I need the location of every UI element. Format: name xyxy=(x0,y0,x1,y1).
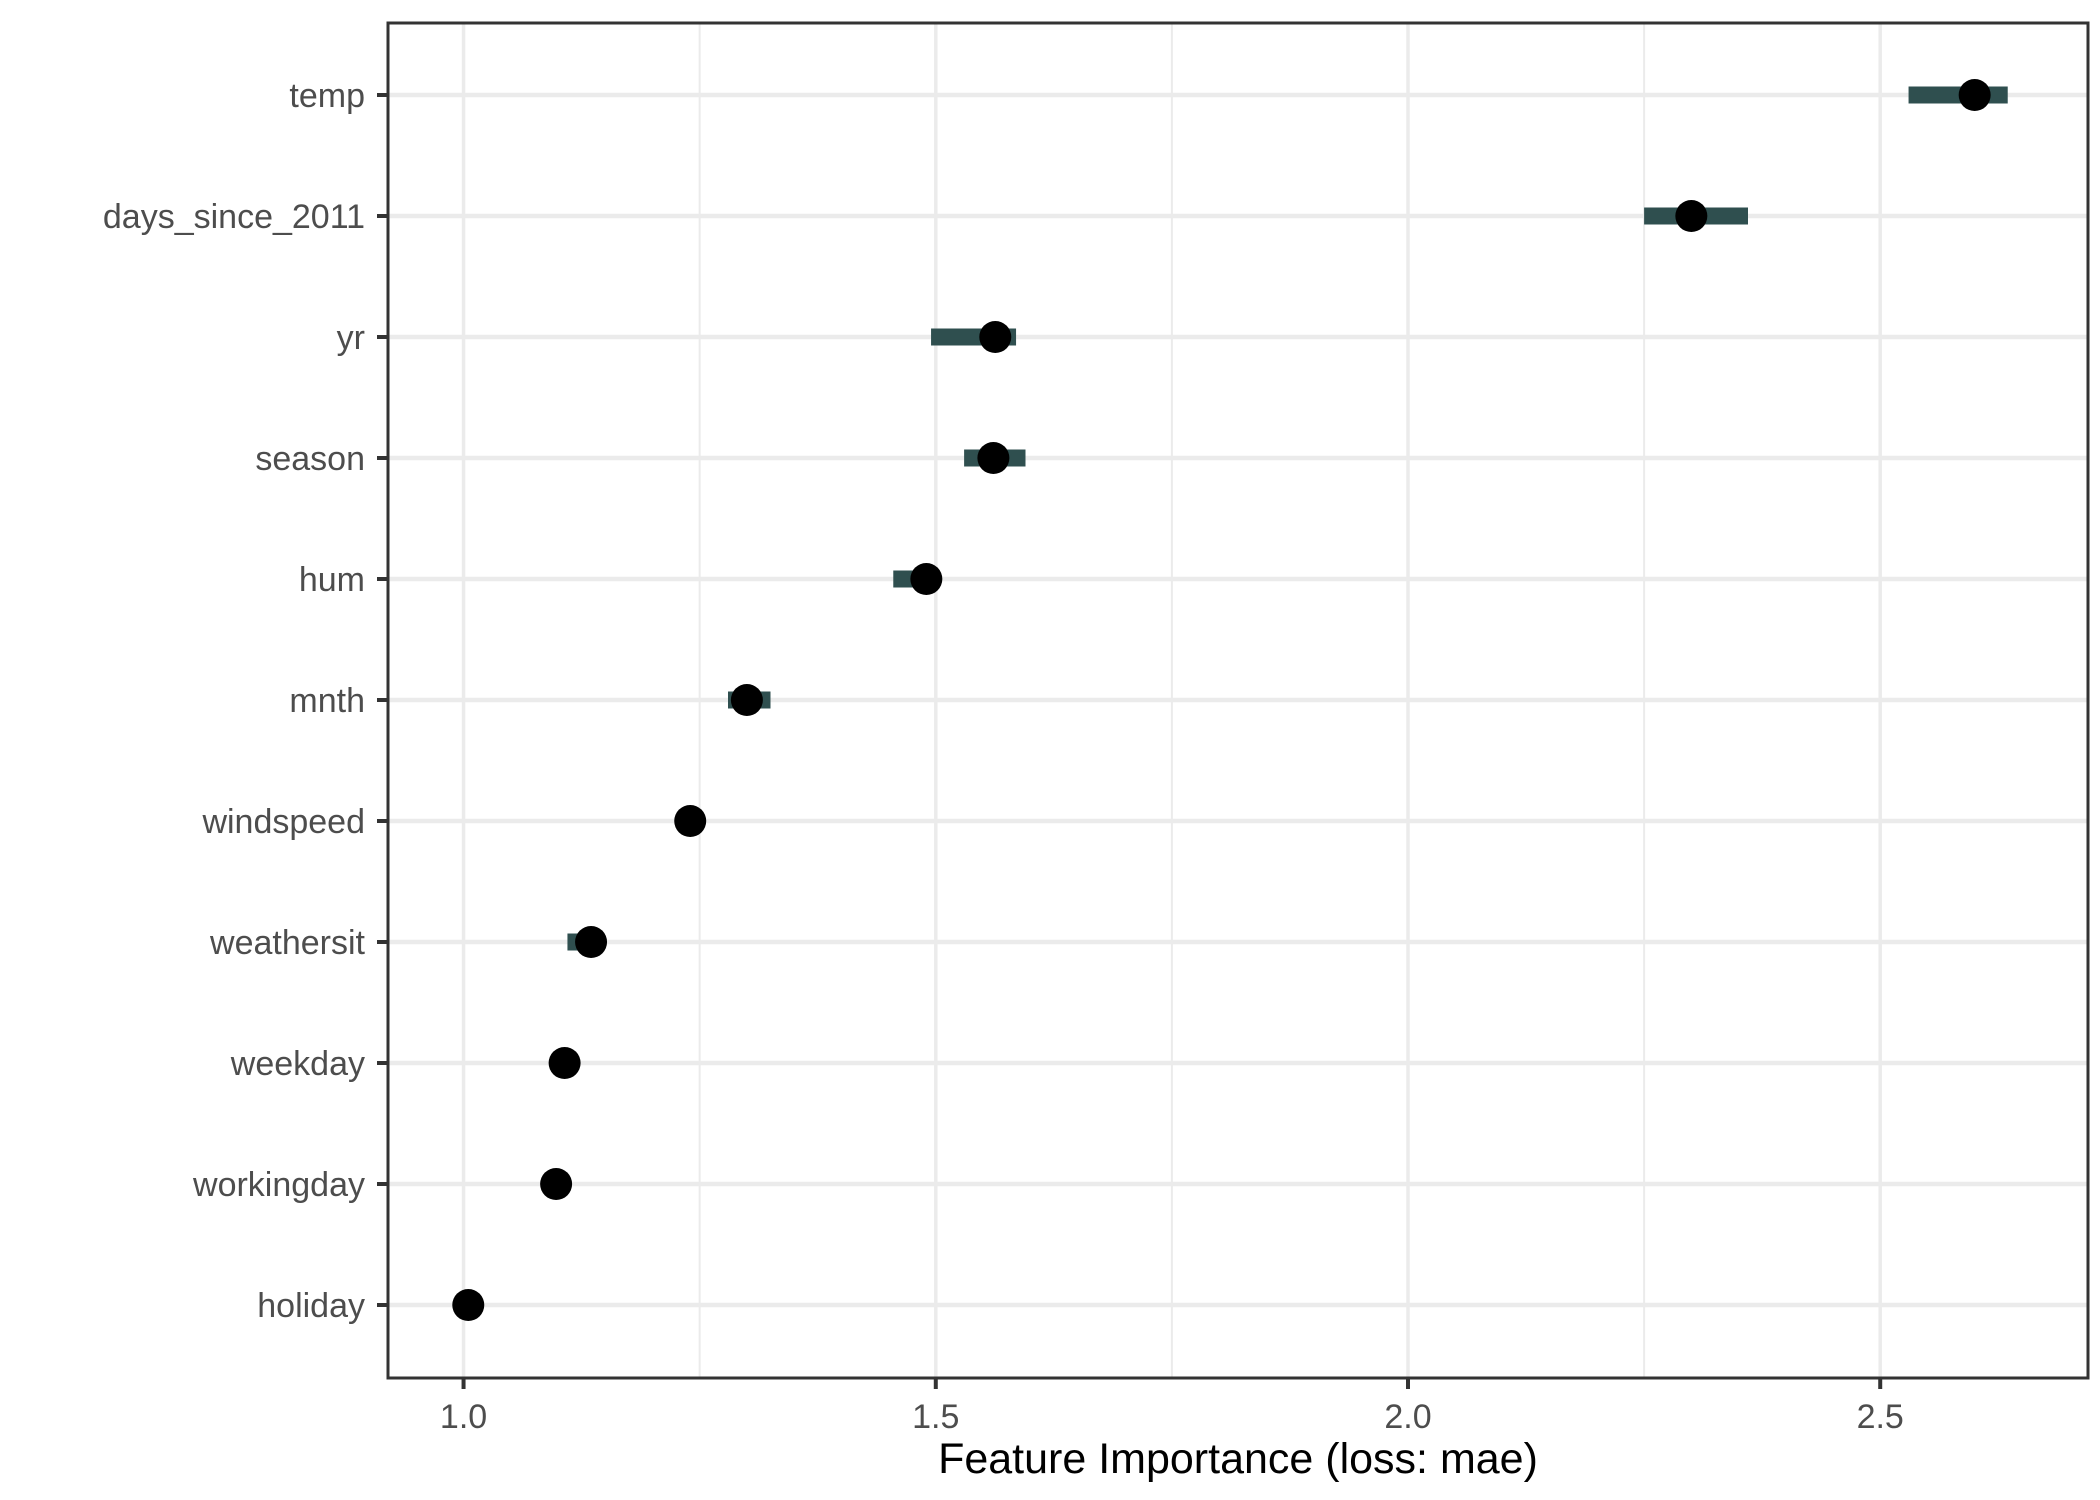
y-tick-label: weathersit xyxy=(209,924,366,962)
y-tick-label: season xyxy=(255,440,365,478)
x-tick-label: 2.0 xyxy=(1384,1398,1431,1436)
y-tick-label: holiday xyxy=(257,1287,365,1325)
y-tick-label: days_since_2011 xyxy=(103,198,365,236)
importance-points xyxy=(452,79,1991,1321)
x-axis: 1.0 1.5 2.0 2.5 xyxy=(440,1378,1904,1436)
x-axis-title: Feature Importance (loss: mae) xyxy=(938,1435,1538,1483)
importance-point xyxy=(1958,79,1991,111)
importance-point xyxy=(730,684,763,716)
importance-point xyxy=(452,1289,485,1321)
importance-point xyxy=(1675,200,1708,232)
x-tick-label: 2.5 xyxy=(1857,1398,1904,1436)
importance-point xyxy=(977,442,1010,474)
y-tick-label: yr xyxy=(337,319,365,357)
y-tick-label: weekday xyxy=(230,1045,365,1083)
importance-point xyxy=(548,1047,581,1079)
y-tick-label: hum xyxy=(299,561,365,599)
y-tick-label: workingday xyxy=(192,1166,365,1204)
y-tick-label: temp xyxy=(289,77,365,115)
importance-point xyxy=(979,321,1012,353)
importance-point xyxy=(910,563,943,595)
x-tick-label: 1.0 xyxy=(440,1398,487,1436)
y-tick-label: mnth xyxy=(289,682,365,720)
grid xyxy=(388,23,2088,1378)
importance-point xyxy=(540,1168,573,1200)
y-tick-label: windspeed xyxy=(201,803,365,841)
importance-point xyxy=(674,805,707,837)
x-tick-label: 1.5 xyxy=(912,1398,959,1436)
importance-point xyxy=(575,926,608,958)
